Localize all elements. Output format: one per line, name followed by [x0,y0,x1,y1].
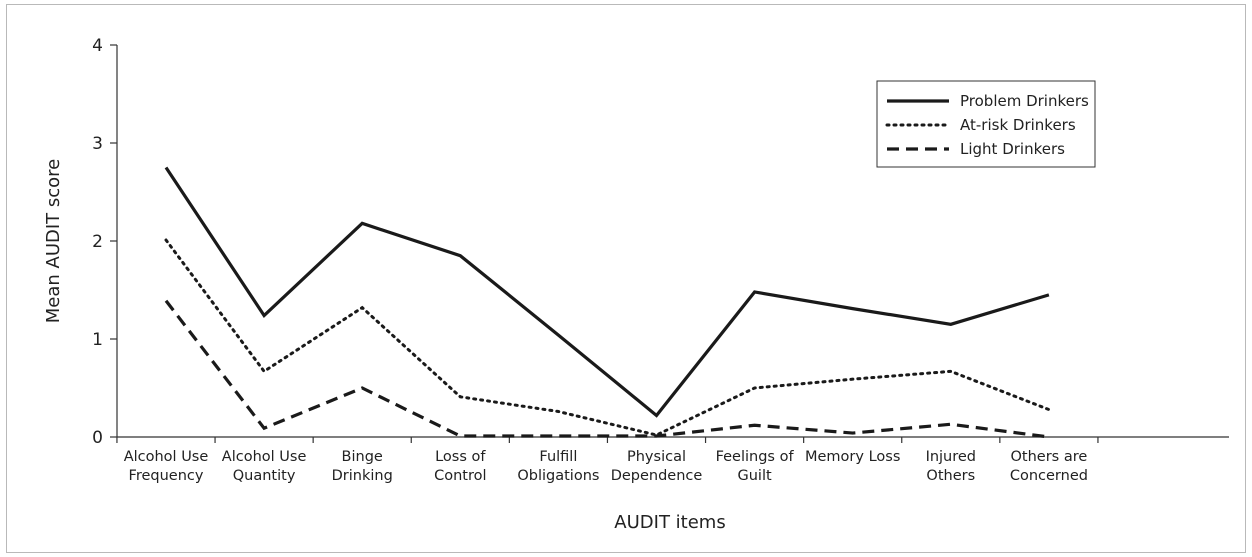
legend-label: At-risk Drinkers [960,116,1076,134]
x-tick-label-line: Drinking [332,468,393,484]
x-tick-label: Others are Concerned [1010,449,1088,484]
x-tick-label: Fulfill Obligations [517,449,599,484]
legend-label: Light Drinkers [960,140,1065,158]
chart-frame: 0 1 2 3 4 Alcohol Use Frequency Alcohol Use Qua… [6,4,1246,553]
x-tick-label-line: Alcohol Use [124,449,209,465]
legend-label: Problem Drinkers [960,92,1089,110]
x-tick-label-line: Control [434,468,486,484]
x-ticks: Alcohol Use Frequency Alcohol Use Quantity B… [116,437,1099,484]
x-tick-label-line: Frequency [129,468,204,484]
x-tick-label: Alcohol Use Frequency [124,449,209,484]
x-tick-label-line: Fulfill [539,449,577,465]
series-line-2 [164,238,1051,437]
x-tick-label: Alcohol Use Quantity [222,449,307,484]
y-tick-label: 4 [92,36,103,56]
x-tick-label: Physical Dependence [611,449,703,484]
x-tick-label-line: Memory Loss [805,449,900,465]
x-tick-label-line: Binge [342,449,383,465]
y-tick-label: 0 [92,428,103,448]
line-chart: 0 1 2 3 4 Alcohol Use Frequency Alcohol Use Qua… [43,36,1229,533]
x-tick-label-line: Alcohol Use [222,449,307,465]
series-line-3 [164,299,1050,439]
y-ticks: 0 1 2 3 4 [92,36,117,448]
y-axis-title: Mean AUDIT score [43,159,64,324]
x-tick-label: Feelings of Guilt [716,449,795,484]
legend: Problem Drinkers At-risk Drinkers Light Dr… [876,80,1096,168]
series-line-1 [164,166,1050,418]
y-tick-label: 1 [92,330,103,350]
x-tick-label-line: Others [926,468,975,484]
x-tick-label-line: Feelings of [716,449,795,465]
x-tick-label-line: Injured [926,449,976,465]
x-tick-label-line: Concerned [1010,468,1088,484]
x-tick-label-line: Physical [627,449,686,465]
x-tick-label: Memory Loss [805,449,900,465]
x-tick-label-line: Loss of [435,449,486,465]
x-tick-label-line: Dependence [611,468,703,484]
x-tick-label-line: Others are [1011,449,1088,465]
x-tick-label: Injured Others [926,449,976,484]
x-tick-label: Loss of Control [434,449,486,484]
x-axis-title: AUDIT items [614,512,725,533]
x-tick-label-line: Obligations [517,468,599,484]
legend-box [876,80,1096,168]
x-tick-label: Binge Drinking [332,449,393,484]
x-tick-label-line: Quantity [233,468,296,484]
y-tick-label: 3 [92,134,103,154]
x-tick-label-line: Guilt [738,468,772,484]
series-lines [164,166,1051,439]
y-tick-label: 2 [92,232,103,252]
